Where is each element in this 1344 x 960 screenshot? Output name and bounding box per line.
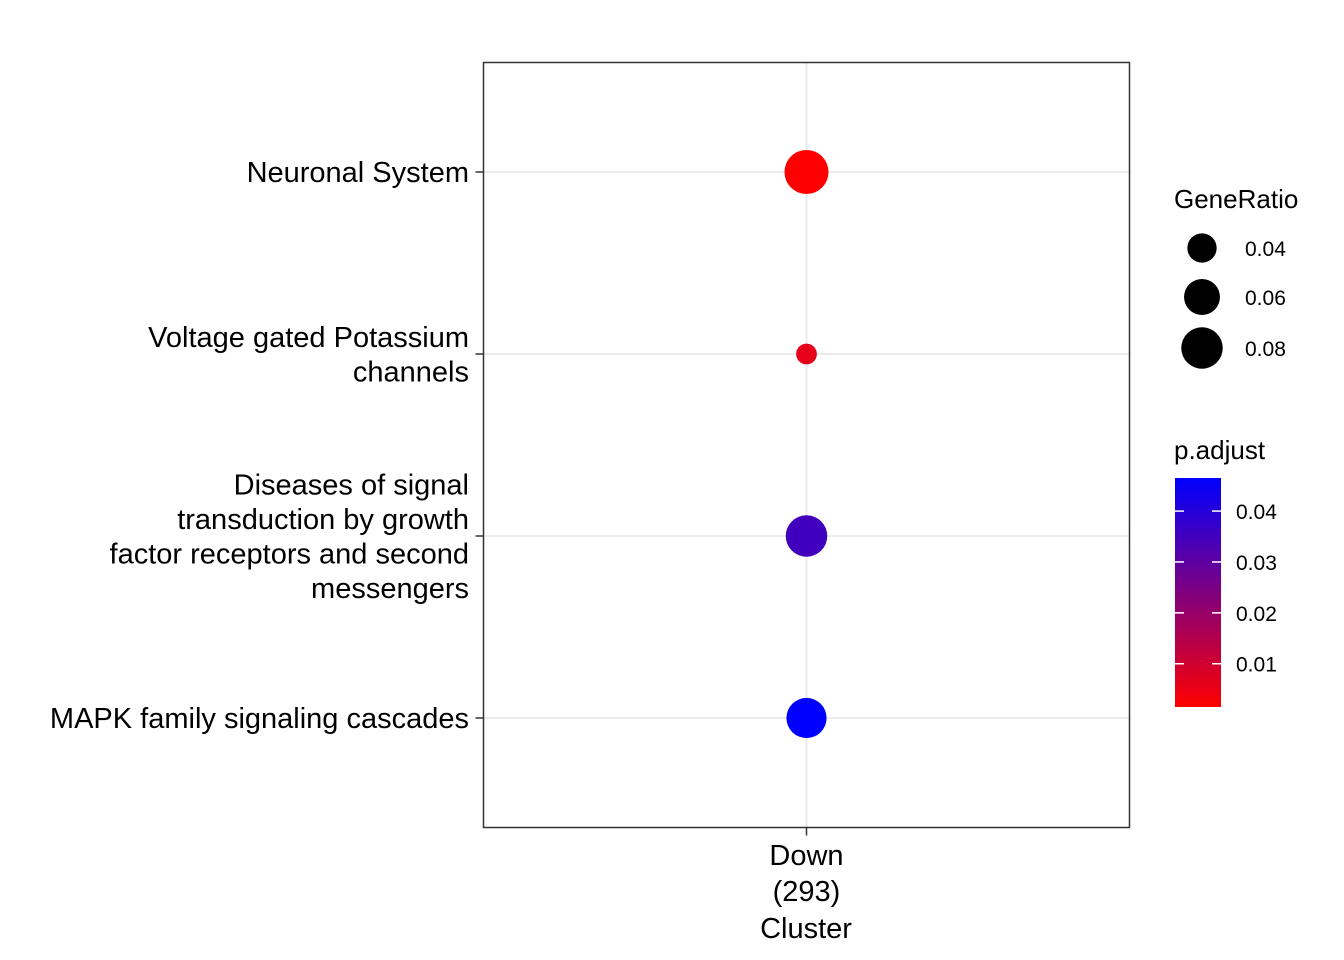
data-point — [785, 515, 828, 557]
color-legend-label: 0.02 — [1236, 603, 1277, 626]
size-legend-label: 0.06 — [1245, 287, 1286, 310]
size-legend-key — [1181, 327, 1223, 369]
data-point — [786, 697, 827, 739]
size-legend-label: 0.04 — [1245, 238, 1286, 261]
y-tick-label: Neuronal System — [247, 157, 469, 189]
size-legend-key — [1187, 233, 1217, 263]
color-legend-label: 0.01 — [1236, 654, 1277, 677]
color-legend: p.adjust 0.01 0.02 0.03 0.04 — [1174, 435, 1277, 707]
data-points — [784, 150, 829, 739]
x-tick-label: Down (293) — [769, 840, 843, 908]
y-tick-label: Voltage gated Potassium channels — [148, 322, 469, 389]
y-tick-label: MAPK family signaling cascades — [50, 703, 469, 735]
data-point — [796, 343, 817, 365]
x-axis-title: Cluster — [760, 913, 852, 945]
color-legend-bar — [1175, 478, 1221, 707]
size-legend-title: GeneRatio — [1174, 184, 1298, 214]
color-legend-label: 0.04 — [1236, 501, 1277, 524]
data-point — [784, 150, 829, 194]
x-axis: Down (293) — [769, 827, 844, 908]
size-legend-key — [1184, 279, 1220, 315]
y-tick-label: Diseases of signal transduction by growth… — [110, 469, 469, 605]
color-legend-label: 0.03 — [1236, 552, 1277, 575]
size-legend-label: 0.08 — [1245, 338, 1286, 361]
y-axis: Neuronal System Voltage gated Potassium ch… — [50, 157, 484, 735]
size-legend: GeneRatio 0.04 0.06 0.08 — [1174, 184, 1298, 369]
color-legend-title: p.adjust — [1174, 435, 1266, 465]
